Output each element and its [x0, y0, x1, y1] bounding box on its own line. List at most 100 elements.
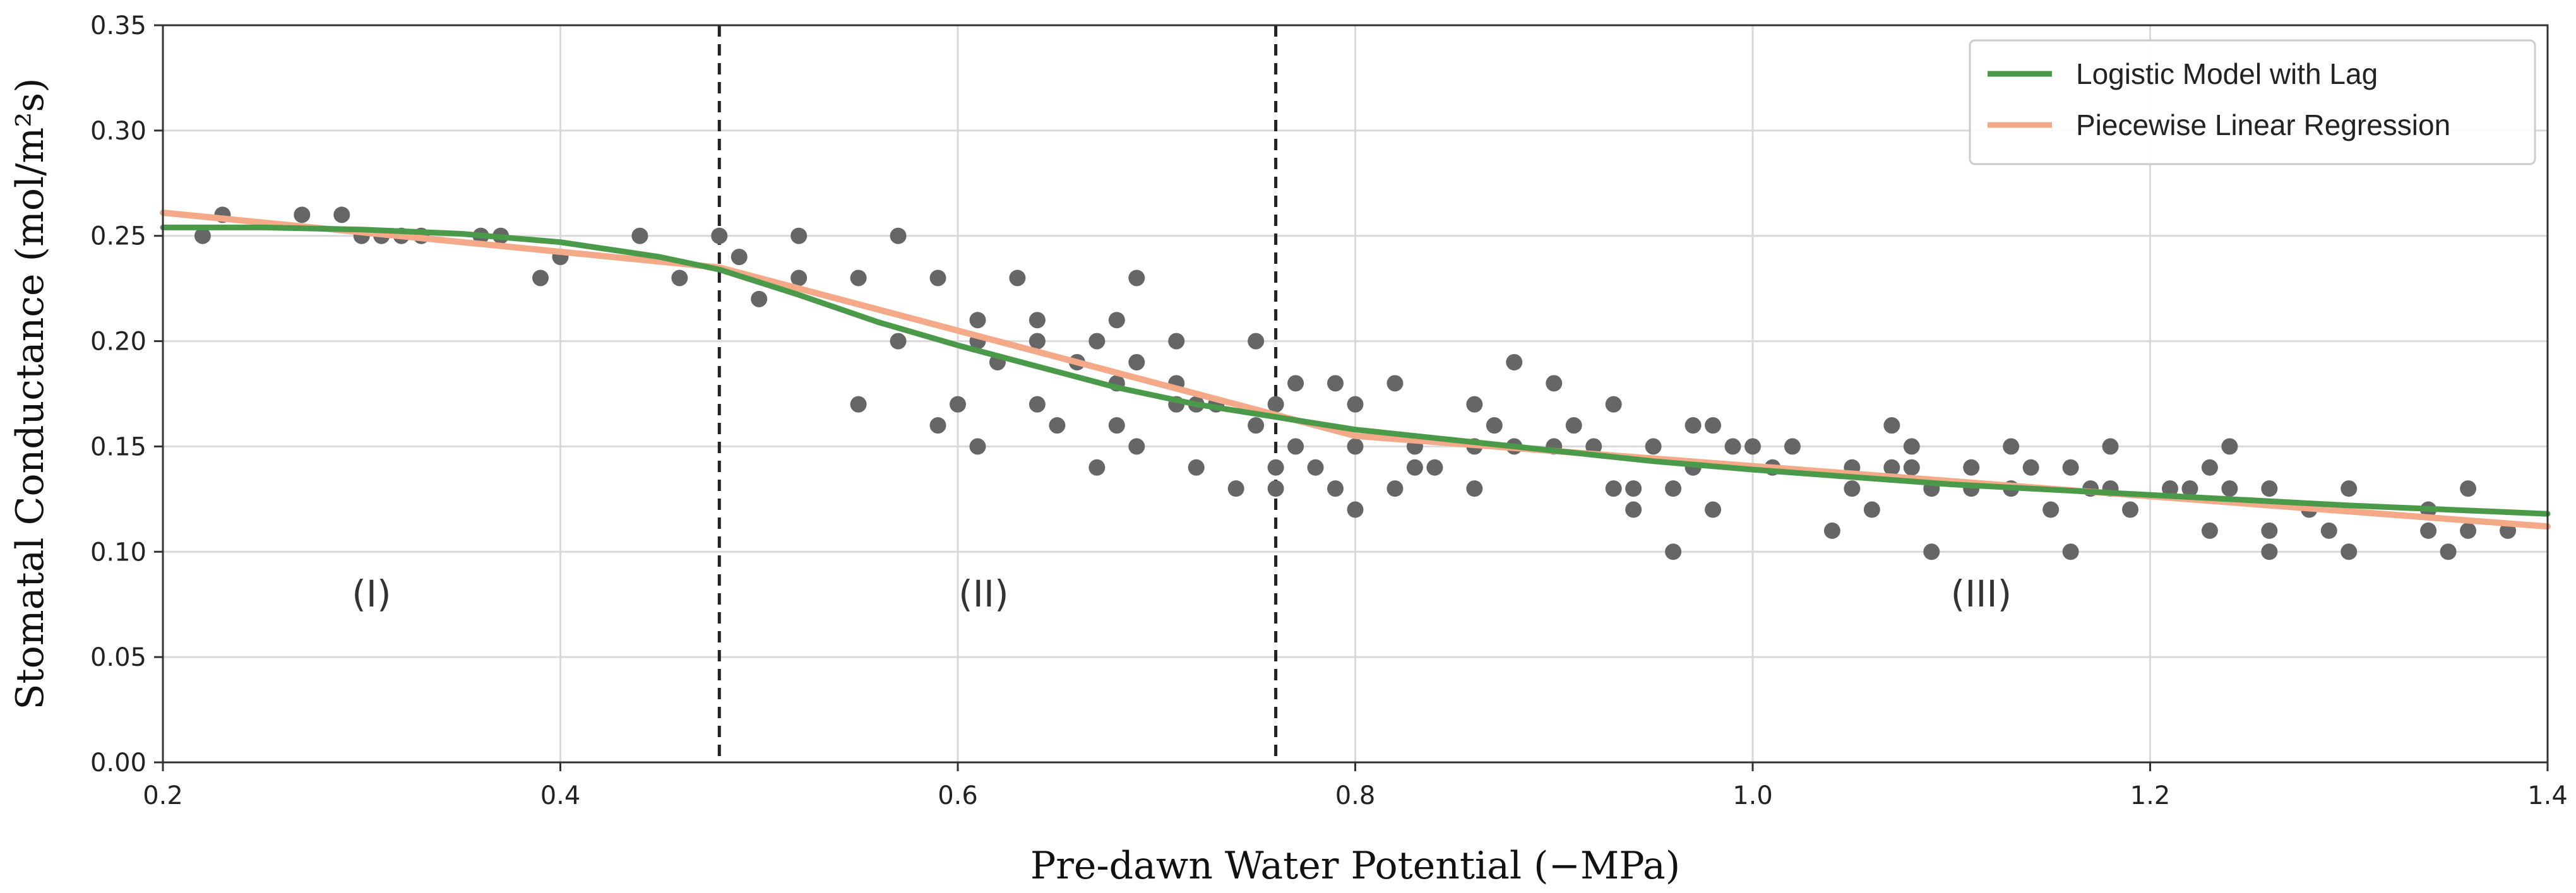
data-point	[1347, 438, 1364, 455]
data-point	[1347, 396, 1364, 413]
data-point	[969, 438, 986, 455]
data-point	[1863, 501, 1880, 518]
region-label: (II)	[958, 572, 1008, 615]
data-point	[1267, 396, 1284, 413]
y-tick-label: 0.15	[90, 432, 146, 461]
data-point	[1287, 438, 1304, 455]
x-tick-label: 1.2	[2130, 781, 2171, 810]
data-point	[2022, 459, 2039, 476]
data-point	[1903, 438, 1920, 455]
data-point	[1685, 417, 1702, 434]
data-point	[2201, 522, 2218, 539]
data-point	[711, 227, 728, 244]
data-point	[2460, 480, 2477, 497]
data-point	[1486, 417, 1503, 434]
data-point	[1705, 417, 1722, 434]
data-point	[2440, 543, 2457, 560]
region-label: (III)	[1951, 572, 2012, 615]
y-tick-label: 0.25	[90, 222, 146, 251]
data-point	[1009, 269, 1026, 287]
data-point	[751, 290, 768, 307]
data-point	[2221, 480, 2238, 497]
data-point	[1963, 459, 1980, 476]
data-point	[2221, 438, 2238, 455]
data-point	[1188, 459, 1205, 476]
data-point	[1665, 543, 1682, 560]
data-point	[1406, 459, 1423, 476]
data-point	[1744, 438, 1761, 455]
legend-box	[1969, 39, 2536, 165]
data-point	[2161, 480, 2178, 497]
data-point	[1883, 459, 1900, 476]
x-tick-label: 1.4	[2527, 781, 2568, 810]
data-point	[2261, 522, 2278, 539]
y-tick-label: 0.20	[90, 328, 146, 357]
data-point	[1506, 353, 1523, 370]
data-point	[1049, 417, 1066, 434]
data-point	[1029, 333, 1046, 350]
region-labels: (I) (II) (III)	[352, 572, 2012, 615]
axis-ticks: 0.2 0.4 0.6 0.8 1.0 1.2 1.4 0.00 0.05 0.10 0.15 0.2…	[90, 11, 2568, 810]
data-point	[2261, 480, 2278, 497]
data-point	[850, 396, 867, 413]
data-point	[2122, 501, 2139, 518]
data-point	[1088, 459, 1106, 476]
data-point	[1248, 333, 1265, 350]
data-point	[671, 269, 688, 287]
data-point	[1029, 396, 1046, 413]
y-tick-label: 0.35	[90, 11, 146, 40]
data-point	[1287, 375, 1304, 392]
data-point	[1546, 375, 1563, 392]
data-point	[890, 333, 907, 350]
data-point	[1108, 312, 1125, 329]
data-point	[1903, 459, 1920, 476]
data-point	[1724, 438, 1741, 455]
data-point	[194, 227, 211, 244]
data-point	[1386, 375, 1404, 392]
data-point	[890, 227, 907, 244]
x-tick-label: 0.8	[1335, 781, 1376, 810]
data-point	[2042, 501, 2060, 518]
data-point	[730, 249, 748, 266]
data-point	[1307, 459, 1324, 476]
data-point	[1267, 480, 1284, 497]
data-point	[2201, 459, 2218, 476]
breakpoint-lines	[717, 25, 1278, 762]
data-point	[2062, 459, 2079, 476]
data-point	[850, 269, 867, 287]
data-point	[2261, 543, 2278, 560]
legend-label-logistic: Logistic Model with Lag	[2076, 57, 2378, 90]
data-point	[1386, 480, 1404, 497]
data-point	[1248, 417, 1265, 434]
data-point	[1128, 269, 1145, 287]
data-point	[1823, 522, 1840, 539]
data-point	[1227, 480, 1244, 497]
data-point	[2460, 522, 2477, 539]
data-point	[294, 206, 311, 223]
data-point	[1625, 480, 1642, 497]
data-point	[1625, 501, 1642, 518]
legend-label-piecewise: Piecewise Linear Regression	[2076, 109, 2450, 141]
data-point	[1128, 353, 1145, 370]
data-point	[2340, 480, 2358, 497]
data-point	[333, 206, 350, 223]
data-point	[1029, 312, 1046, 329]
data-point	[950, 396, 966, 413]
series-line-logistic	[160, 224, 2551, 517]
data-point	[1128, 438, 1145, 455]
data-point	[1923, 543, 1940, 560]
data-point	[1665, 480, 1682, 497]
x-tick-label: 1.0	[1732, 781, 1773, 810]
data-point	[1565, 417, 1582, 434]
region-label: (I)	[352, 572, 391, 615]
y-tick-label: 0.00	[90, 748, 146, 778]
data-point	[1784, 438, 1801, 455]
data-point	[631, 227, 648, 244]
model-lines	[160, 210, 2551, 530]
data-point	[2340, 543, 2358, 560]
x-axis-title: Pre-dawn Water Potential (−MPa)	[1030, 844, 1680, 888]
y-tick-label: 0.30	[90, 117, 146, 146]
data-point	[790, 269, 808, 287]
data-point	[1705, 501, 1722, 518]
